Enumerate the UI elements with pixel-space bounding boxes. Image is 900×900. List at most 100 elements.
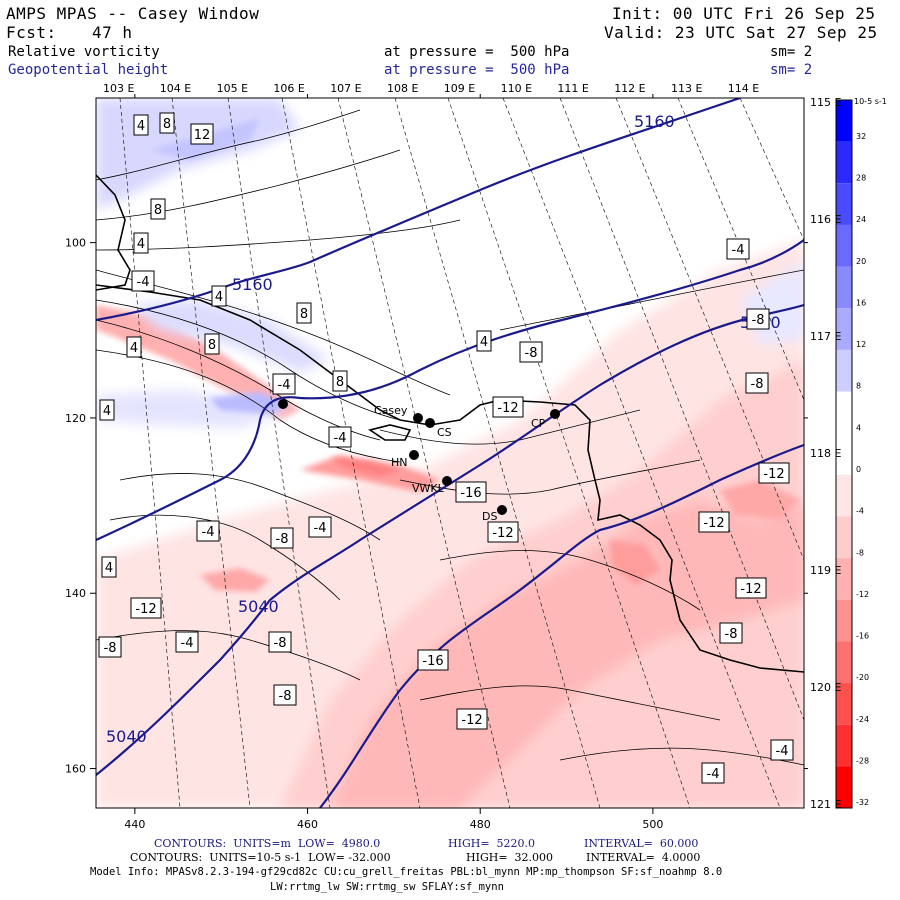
meridian-114 xyxy=(739,98,804,241)
station-dot[interactable] xyxy=(413,413,423,423)
footer-vort-interval: INTERVAL= 4.0000 xyxy=(586,851,701,864)
positive-vorticity-area xyxy=(210,392,290,414)
meridian-105 xyxy=(227,98,331,808)
vorticity-label-box xyxy=(270,527,294,549)
vorticity-label: 8 xyxy=(332,370,348,392)
station-dot[interactable] xyxy=(442,476,452,486)
field1-level: at pressure = 500 hPa xyxy=(384,44,570,60)
station-dot[interactable] xyxy=(497,505,507,515)
meridian-106 xyxy=(281,98,421,808)
vorticity-blob xyxy=(720,480,800,520)
vorticity-label-box xyxy=(273,684,297,706)
vorticity-label-box xyxy=(99,399,115,421)
vorticity-label-text: -8 xyxy=(104,641,117,656)
vorticity-label: -12 xyxy=(487,521,519,543)
colorbar-label: -28 xyxy=(856,757,869,766)
station-label-cs: CS xyxy=(437,426,452,439)
field1-smoothing: sm= 2 xyxy=(770,44,813,60)
station-dot[interactable] xyxy=(425,418,435,428)
longitude-labels-top: 103 E 104 E 105 E 106 E 107 E 108 E 109 E 110 E… xyxy=(103,82,759,95)
colorbar-label: -20 xyxy=(856,673,869,682)
vorticity-label: -4 xyxy=(175,631,199,653)
longitude-label-right: 121 E xyxy=(810,798,841,811)
vorticity-label: 4 xyxy=(476,330,492,352)
vorticity-label: 12 xyxy=(190,123,214,145)
colorbar-label: -12 xyxy=(856,590,869,599)
field1-name: Relative vorticity xyxy=(8,44,160,60)
vorticity-label-box xyxy=(133,232,149,254)
height-label: 5160 xyxy=(634,112,675,131)
vorticity-contour xyxy=(96,109,361,181)
vorticity-contour xyxy=(419,685,721,721)
colorbar-unit: 10-5 s-1 xyxy=(854,97,887,106)
longitude-label-right: 115 E xyxy=(810,96,841,109)
vorticity-label-text: -12 xyxy=(461,713,482,728)
vorticity-label: 4 xyxy=(126,336,142,358)
vorticity-contour xyxy=(439,550,701,611)
meridian-109 xyxy=(447,98,691,808)
station-dot[interactable] xyxy=(409,450,419,460)
x-tick-label: 460 xyxy=(297,818,318,831)
colorbar-label: 28 xyxy=(856,173,866,182)
vorticity-label-text: 4 xyxy=(105,561,113,576)
vorticity-label-text: -8 xyxy=(274,636,287,651)
vorticity-label-box xyxy=(492,396,524,418)
vorticity-label-box xyxy=(719,622,743,644)
vorticity-contour xyxy=(96,219,461,251)
colorbar-segment xyxy=(836,558,852,600)
colorbar-segment xyxy=(836,766,852,808)
vorticity-label-box xyxy=(698,511,730,533)
vorticity-label: -8 xyxy=(273,684,297,706)
vorticity-label: -12 xyxy=(735,577,767,599)
longitude-label-top: 104 E xyxy=(160,82,191,95)
longitude-label-top: 113 E xyxy=(671,82,702,95)
vorticity-label: 8 xyxy=(150,198,166,220)
longitude-label-top: 109 E xyxy=(444,82,475,95)
vorticity-label-text: -4 xyxy=(202,525,215,540)
vorticity-label: -4 xyxy=(701,762,725,784)
station-dot[interactable] xyxy=(550,409,560,419)
vorticity-labels: 4 8 12 8 4 -4 4 8 4 8 4 -8 -4 -8 -12 -4 -16 -12 -4 -8 -4 -12 -… xyxy=(98,112,794,784)
vorticity-label-text: -8 xyxy=(276,532,289,547)
y-tick-label: 140 xyxy=(65,587,86,600)
vorticity-label: 4 xyxy=(211,285,227,307)
vorticity-label-box xyxy=(150,198,166,220)
colorbar-label: 4 xyxy=(856,423,861,432)
vorticity-contour xyxy=(119,473,381,541)
vorticity-label-text: -12 xyxy=(135,602,156,617)
vorticity-label-text: -8 xyxy=(725,627,738,642)
longitude-label-top: 106 E xyxy=(273,82,304,95)
vorticity-label: -8 xyxy=(270,527,294,549)
meridian-110 xyxy=(502,98,781,808)
longitude-labels-right: 115 E 116 E 117 E 118 E 119 E 120 E 121 E xyxy=(810,96,841,811)
longitude-label-top: 114 E xyxy=(728,82,759,95)
colorbar-segment xyxy=(836,724,852,767)
colorbar-label: 8 xyxy=(856,382,861,391)
vorticity-label-text: -4 xyxy=(314,521,327,536)
vorticity-label-box xyxy=(196,520,220,542)
colorbar-segment xyxy=(836,349,852,392)
model-info-2: LW:rrtmg_lw SW:rrtmg_sw SFLAY:sf_mynn xyxy=(270,881,504,893)
vorticity-label-text: -8 xyxy=(279,689,292,704)
colorbar-label: 32 xyxy=(856,132,866,141)
vorticity-label-box xyxy=(211,285,227,307)
colorbar-segment xyxy=(836,224,852,267)
vorticity-label: -16 xyxy=(455,481,487,503)
negative-vorticity-band xyxy=(330,500,804,808)
vorticity-label: -4 xyxy=(131,270,155,292)
station-dot[interactable] xyxy=(278,399,288,409)
field2-level: at pressure = 500 hPa xyxy=(384,62,570,78)
x-axis: 440 460 480 500 xyxy=(124,94,663,831)
footer-height-interval: INTERVAL= 60.000 xyxy=(584,837,699,850)
vorticity-label: -16 xyxy=(417,649,449,671)
forecast-hour: 47 h xyxy=(92,23,133,42)
vorticity-label-text: -8 xyxy=(752,313,765,328)
model-info: Model Info: MPASv8.2.3-194-gf29cd82c CU:… xyxy=(90,866,723,878)
vorticity-label: -8 xyxy=(268,631,292,653)
vorticity-label-box xyxy=(133,114,149,136)
vorticity-label: 8 xyxy=(159,112,175,134)
coastline xyxy=(96,174,804,673)
vorticity-label-box xyxy=(159,112,175,134)
vorticity-label-text: -8 xyxy=(525,346,538,361)
